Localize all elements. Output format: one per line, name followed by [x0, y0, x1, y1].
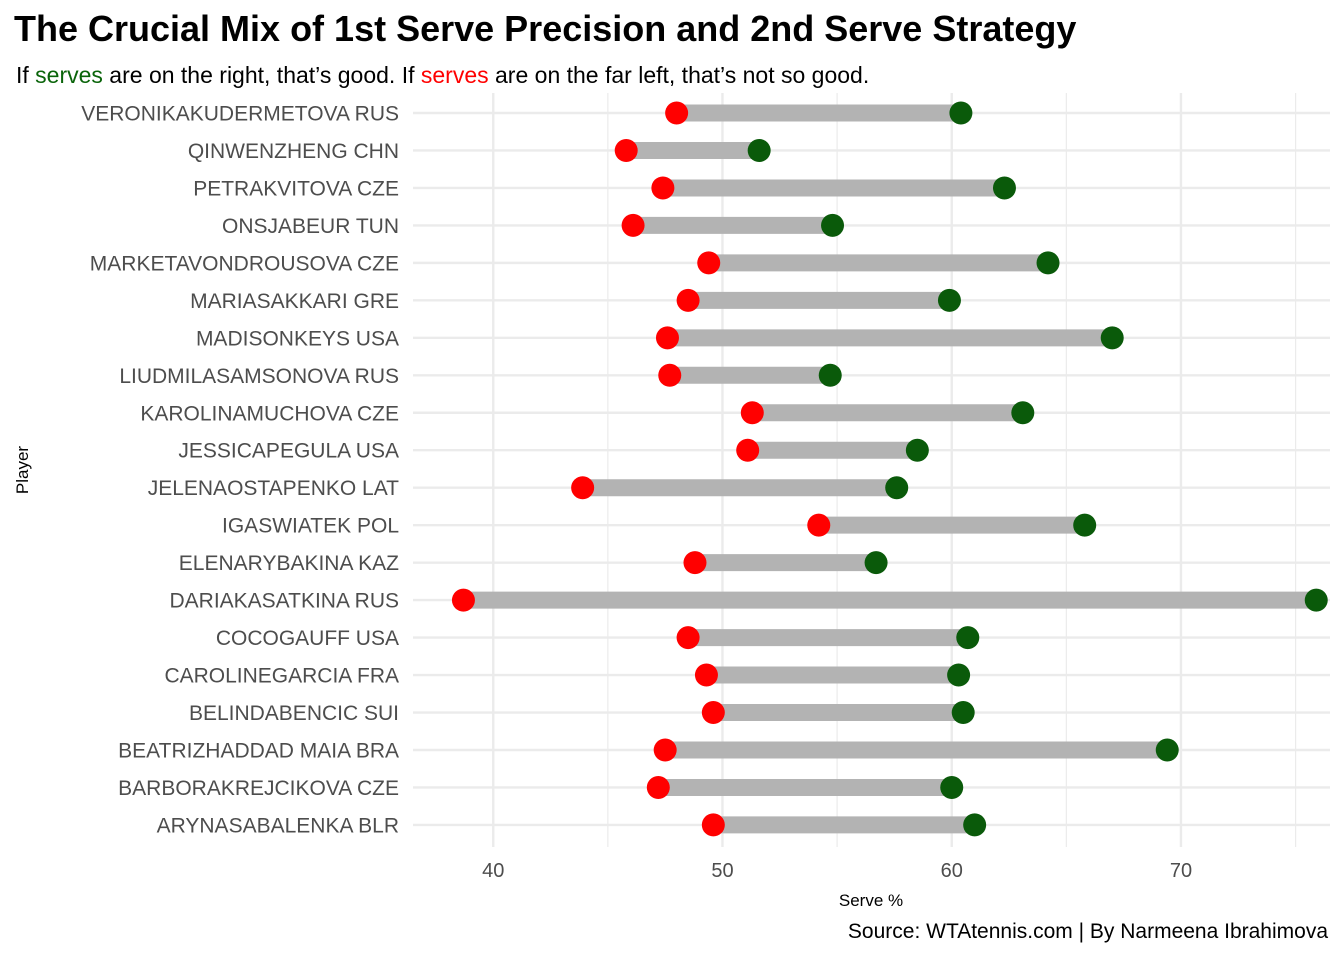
first-serve-point	[940, 775, 964, 799]
subtitle-text-2: are on the right, that’s good. If	[102, 62, 421, 88]
player-label: MADISONKEYS USA	[196, 327, 399, 350]
player-label: ONSJABEUR TUN	[222, 215, 399, 238]
x-axis-title: Serve %	[839, 891, 903, 910]
first-serve-point	[885, 476, 909, 500]
first-serve-point	[1073, 513, 1097, 537]
second-serve-point	[683, 551, 707, 575]
first-serve-point	[949, 101, 973, 125]
player-labels: VERONIKAKUDERMETOVA RUS QINWENZHENG CHN PE…	[81, 103, 399, 838]
player-label: JELENAOSTAPENKO LAT	[148, 477, 399, 500]
second-serve-point	[697, 251, 721, 275]
first-serve-point	[951, 701, 975, 725]
player-label: DARIAKASATKINA RUS	[169, 590, 399, 613]
first-serve-point	[1304, 588, 1328, 612]
player-label: IGASWIATEK POL	[222, 515, 399, 538]
second-serve-point	[694, 663, 718, 687]
player-label: VERONIKAKUDERMETOVA RUS	[81, 103, 399, 126]
second-serve-point	[651, 176, 675, 200]
second-serve-point	[658, 363, 682, 387]
second-serve-point	[676, 288, 700, 312]
player-label: CAROLINEGARCIA FRA	[164, 665, 399, 688]
second-serve-point	[676, 626, 700, 650]
grid-lines	[413, 93, 1330, 847]
second-serve-point	[621, 213, 645, 237]
first-serve-point	[1036, 251, 1060, 275]
x-tick-label: 40	[482, 860, 504, 882]
chart-subtitle: If serves are on the right, that’s good.…	[16, 62, 869, 89]
first-serve-point	[1100, 326, 1124, 350]
second-serve-point	[665, 101, 689, 125]
second-serve-point	[736, 438, 760, 462]
second-serve-point	[653, 738, 677, 762]
second-serve-point	[807, 513, 831, 537]
first-serve-point	[937, 288, 961, 312]
second-serve-point	[701, 813, 725, 837]
x-tick-labels: 40 50 60 70	[482, 860, 1192, 882]
second-serve-point	[646, 775, 670, 799]
chart-title: The Crucial Mix of 1st Serve Precision a…	[14, 8, 1077, 49]
first-serve-point	[747, 138, 771, 162]
subtitle-good-word: serves	[35, 62, 103, 88]
first-serve-point	[956, 626, 980, 650]
subtitle-text-3: are on the far left, that’s not so good.	[488, 62, 870, 88]
first-serve-point	[818, 363, 842, 387]
player-label: COCOGAUFF USA	[216, 627, 399, 650]
x-tick-label: 70	[1170, 860, 1192, 882]
player-label: JESSICAPEGULA USA	[178, 440, 399, 463]
source-caption: Source: WTAtennis.com | By Narmeena Ibra…	[847, 920, 1328, 943]
second-serve-point	[451, 588, 475, 612]
player-label: QINWENZHENG CHN	[188, 140, 399, 163]
first-serve-point	[963, 813, 987, 837]
first-serve-point	[992, 176, 1016, 200]
player-label: MARIASAKKARI GRE	[190, 290, 399, 313]
y-axis-title: Player	[13, 446, 32, 495]
first-serve-point	[905, 438, 929, 462]
player-label: ELENARYBAKINA KAZ	[179, 552, 399, 575]
first-serve-point	[821, 213, 845, 237]
player-label: BARBORAKREJCIKOVA CZE	[118, 777, 399, 800]
second-serve-point	[701, 701, 725, 725]
serve-points	[451, 101, 1328, 837]
player-label: ARYNASABALENKA BLR	[157, 814, 399, 837]
player-label: MARKETAVONDROUSOVA CZE	[90, 252, 399, 275]
second-serve-point	[614, 138, 638, 162]
first-serve-point	[864, 551, 888, 575]
first-serve-point	[1155, 738, 1179, 762]
player-label: PETRAKVITOVA CZE	[193, 177, 399, 200]
first-serve-point	[1011, 401, 1035, 425]
x-tick-label: 60	[941, 860, 963, 882]
player-label: KAROLINAMUCHOVA CZE	[140, 402, 399, 425]
first-serve-point	[947, 663, 971, 687]
player-label: BELINDABENCIC SUI	[189, 702, 399, 725]
subtitle-text-1: If	[16, 62, 36, 88]
second-serve-point	[571, 476, 595, 500]
player-label: BEATRIZHADDAD MAIA BRA	[118, 739, 399, 762]
second-serve-point	[655, 326, 679, 350]
player-label: LIUDMILASAMSONOVA RUS	[119, 365, 399, 388]
subtitle-bad-word: serves	[420, 62, 489, 88]
serve-segments	[463, 104, 1317, 834]
second-serve-point	[740, 401, 764, 425]
x-tick-label: 50	[711, 860, 733, 882]
